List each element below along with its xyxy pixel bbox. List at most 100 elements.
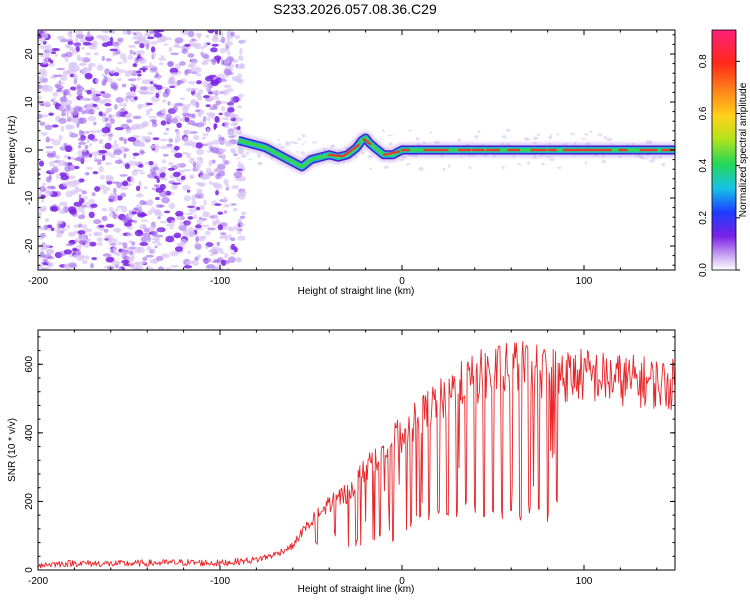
noise-speckle	[64, 145, 73, 153]
noise-speckle	[193, 92, 201, 97]
noise-speckle	[101, 133, 108, 137]
noise-speckle	[119, 53, 127, 60]
noise-speckle	[157, 30, 165, 33]
noise-speckle	[115, 67, 119, 71]
noise-speckle	[128, 240, 132, 244]
noise-speckle	[135, 193, 144, 198]
noise-speckle	[230, 122, 238, 127]
noise-speckle	[234, 224, 240, 231]
noise-speckle	[125, 128, 132, 134]
noise-speckle	[81, 46, 85, 50]
noise-speckle	[196, 218, 203, 225]
noise-speckle	[118, 101, 123, 107]
noise-speckle	[213, 213, 218, 220]
noise-speckle	[58, 134, 63, 141]
noise-speckle	[44, 218, 50, 223]
noise-speckle	[88, 198, 95, 204]
noise-speckle	[95, 106, 100, 110]
noise-speckle	[92, 40, 98, 46]
noise-speckle	[143, 186, 148, 190]
noise-speckle	[57, 159, 66, 167]
noise-speckle	[46, 152, 53, 157]
noise-speckle	[154, 70, 159, 74]
noise-speckle	[217, 211, 224, 215]
snr-frame	[37, 329, 676, 571]
noise-speckle	[133, 168, 140, 173]
noise-speckle	[201, 224, 210, 228]
snr-x-label: Height of straight line (km)	[298, 584, 415, 595]
noise-speckle	[125, 216, 133, 221]
noise-speckle	[107, 136, 113, 142]
noise-speckle	[181, 49, 188, 54]
noise-speckle	[215, 173, 221, 180]
noise-speckle	[215, 100, 222, 106]
noise-speckle	[526, 138, 531, 141]
noise-speckle	[132, 85, 136, 92]
noise-speckle	[114, 229, 121, 233]
noise-speckle	[502, 135, 507, 139]
noise-speckle	[38, 30, 45, 35]
noise-speckle	[584, 133, 589, 136]
noise-speckle	[75, 30, 83, 36]
noise-speckle	[206, 116, 211, 121]
noise-speckle	[105, 256, 115, 263]
noise-speckle	[137, 73, 142, 77]
noise-speckle	[205, 85, 210, 91]
noise-speckle	[87, 66, 93, 72]
noise-speckle	[191, 38, 196, 41]
noise-speckle	[96, 34, 103, 38]
noise-speckle	[147, 131, 153, 136]
noise-speckle	[203, 199, 207, 206]
noise-speckle	[172, 171, 181, 178]
noise-speckle	[191, 200, 197, 206]
noise-speckle	[157, 168, 163, 174]
noise-speckle	[233, 246, 238, 253]
noise-speckle	[41, 245, 48, 250]
noise-speckle	[121, 260, 130, 264]
noise-speckle	[127, 54, 134, 60]
noise-speckle	[182, 184, 191, 191]
noise-speckle	[203, 42, 208, 49]
noise-speckle	[209, 106, 219, 110]
noise-speckle	[56, 173, 60, 180]
noise-speckle	[151, 121, 158, 128]
noise-speckle	[457, 138, 461, 142]
noise-speckle	[101, 55, 105, 62]
noise-speckle	[184, 69, 189, 76]
noise-speckle	[82, 196, 88, 200]
noise-speckle	[165, 127, 169, 131]
noise-speckle	[235, 117, 244, 122]
y-tick-label: -20	[24, 238, 35, 253]
noise-speckle	[87, 103, 93, 110]
noise-speckle	[152, 82, 156, 87]
noise-speckle	[173, 44, 180, 48]
noise-speckle	[228, 256, 236, 264]
noise-speckle	[133, 246, 142, 254]
noise-speckle	[81, 68, 88, 75]
noise-speckle	[68, 68, 77, 75]
noise-speckle	[65, 104, 71, 111]
noise-speckle	[101, 42, 109, 47]
noise-speckle	[224, 260, 230, 264]
noise-speckle	[192, 259, 199, 266]
noise-speckle	[77, 150, 83, 156]
noise-speckle	[110, 249, 114, 254]
noise-speckle	[65, 265, 71, 270]
noise-speckle	[238, 93, 244, 98]
noise-speckle	[51, 206, 58, 212]
colorbar-tick-label: 0.2	[698, 210, 709, 224]
noise-speckle	[39, 186, 46, 192]
noise-speckle	[155, 72, 160, 78]
noise-speckle	[154, 245, 158, 249]
y-tick-label: 20	[24, 48, 35, 60]
noise-speckle	[581, 138, 587, 140]
noise-speckle	[239, 176, 246, 182]
noise-speckle	[159, 138, 168, 142]
noise-speckle	[58, 105, 65, 111]
noise-speckle	[124, 163, 130, 170]
noise-speckle	[170, 265, 179, 268]
noise-speckle	[101, 207, 108, 212]
noise-speckle	[139, 86, 149, 90]
x-tick-label: 100	[576, 276, 593, 287]
noise-speckle	[58, 208, 66, 214]
